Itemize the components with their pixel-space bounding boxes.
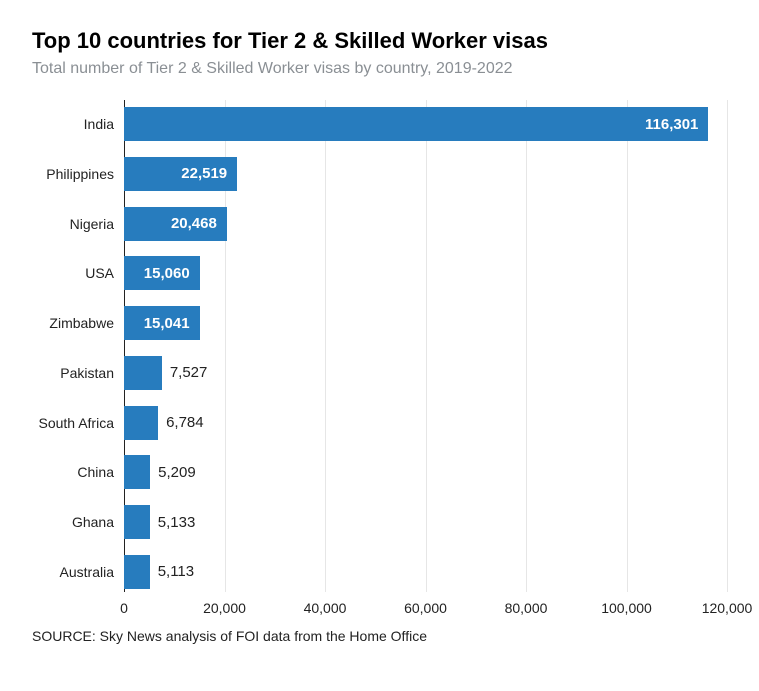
bar (124, 555, 150, 589)
bar-value-label: 15,041 (144, 315, 190, 332)
bar-row: Pakistan 7,527 (32, 353, 727, 393)
bar-track: 116,301 (124, 104, 727, 144)
bar: 15,060 (124, 256, 200, 290)
bar: 22,519 (124, 157, 237, 191)
category-label: Zimbabwe (32, 315, 124, 331)
bar-value-label: 6,784 (166, 414, 204, 431)
bar-value-label: 116,301 (645, 116, 698, 133)
category-label: Nigeria (32, 216, 124, 232)
category-label: Philippines (32, 166, 124, 182)
chart-subtitle: Total number of Tier 2 & Skilled Worker … (32, 60, 727, 78)
chart-title: Top 10 countries for Tier 2 & Skilled Wo… (32, 28, 727, 54)
bar-row: Ghana 5,133 (32, 502, 727, 542)
bar-value-label: 22,519 (181, 165, 227, 182)
category-label: South Africa (32, 415, 124, 431)
x-tick-label: 120,000 (702, 600, 753, 616)
x-tick-label: 0 (120, 600, 128, 616)
bar: 116,301 (124, 107, 708, 141)
category-label: India (32, 116, 124, 132)
x-tick-label: 60,000 (404, 600, 447, 616)
source-text: SOURCE: Sky News analysis of FOI data fr… (32, 628, 727, 644)
category-label: Ghana (32, 514, 124, 530)
x-tick-label: 20,000 (203, 600, 246, 616)
bar (124, 455, 150, 489)
bar-track: 5,209 (124, 452, 727, 492)
bar-track: 6,784 (124, 403, 727, 443)
bar-value-label: 15,060 (144, 265, 190, 282)
bar-row: Australia 5,113 (32, 552, 727, 592)
bar-value-label: 7,527 (170, 364, 208, 381)
bar-track: 20,468 (124, 204, 727, 244)
bar-row: Philippines 22,519 (32, 154, 727, 194)
bars-group: India 116,301 Philippines 22,519 Nigeria 20,4… (32, 104, 727, 592)
bar-track: 15,060 (124, 253, 727, 293)
x-tick-label: 100,000 (601, 600, 652, 616)
bar-track: 5,133 (124, 502, 727, 542)
bar: 20,468 (124, 207, 227, 241)
bar-row: Nigeria 20,468 (32, 204, 727, 244)
bar (124, 406, 158, 440)
category-label: Pakistan (32, 365, 124, 381)
plot-area: India 116,301 Philippines 22,519 Nigeria 20,4… (32, 100, 727, 620)
bar-row: China 5,209 (32, 452, 727, 492)
x-tick-label: 80,000 (505, 600, 548, 616)
gridline (727, 100, 728, 592)
bar-value-label: 5,113 (158, 563, 194, 580)
bar-value-label: 5,209 (158, 464, 196, 481)
category-label: China (32, 464, 124, 480)
bar-row: South Africa 6,784 (32, 403, 727, 443)
bar-row: USA 15,060 (32, 253, 727, 293)
category-label: Australia (32, 564, 124, 580)
bar-row: India 116,301 (32, 104, 727, 144)
bar-value-label: 5,133 (158, 514, 196, 531)
bar-track: 5,113 (124, 552, 727, 592)
bar-track: 7,527 (124, 353, 727, 393)
chart-container: Top 10 countries for Tier 2 & Skilled Wo… (0, 0, 759, 691)
bar-value-label: 20,468 (171, 215, 217, 232)
x-tick-label: 40,000 (304, 600, 347, 616)
bar (124, 505, 150, 539)
bar (124, 356, 162, 390)
bar-track: 15,041 (124, 303, 727, 343)
x-axis-labels: 020,00040,00060,00080,000100,000120,000 (124, 596, 727, 620)
bar-track: 22,519 (124, 154, 727, 194)
bar-row: Zimbabwe 15,041 (32, 303, 727, 343)
category-label: USA (32, 265, 124, 281)
bar: 15,041 (124, 306, 200, 340)
